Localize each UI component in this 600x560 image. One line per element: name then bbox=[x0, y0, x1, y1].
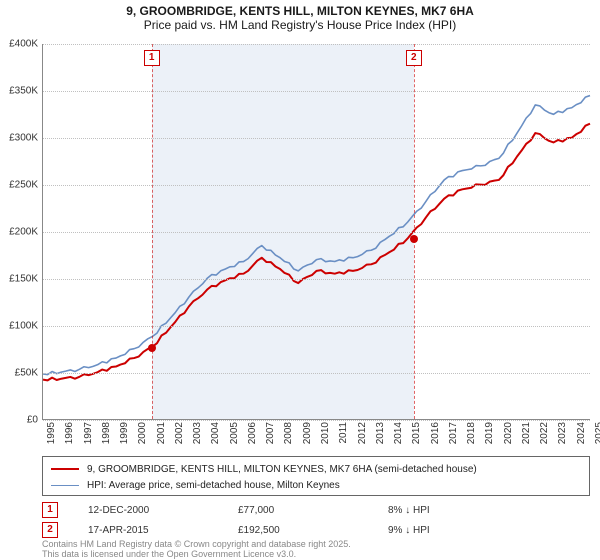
gridline-h bbox=[43, 373, 590, 374]
gridline-h bbox=[43, 279, 590, 280]
y-axis-label: £200K bbox=[0, 227, 38, 238]
y-axis-label: £250K bbox=[0, 180, 38, 191]
gridline-h bbox=[43, 232, 590, 233]
x-axis-label: 2003 bbox=[192, 422, 203, 444]
sale-point-dot bbox=[410, 235, 418, 243]
x-axis-label: 2018 bbox=[466, 422, 477, 444]
x-axis-label: 2004 bbox=[210, 422, 221, 444]
sales-date-2: 17-APR-2015 bbox=[88, 525, 238, 536]
x-axis-label: 2005 bbox=[229, 422, 240, 444]
title-subtitle: Price paid vs. HM Land Registry's House … bbox=[0, 18, 600, 32]
x-axis-label: 1999 bbox=[119, 422, 130, 444]
series-line-property bbox=[43, 124, 590, 381]
marker-badge: 2 bbox=[406, 50, 422, 66]
x-axis-label: 2021 bbox=[521, 422, 532, 444]
footer-line1: Contains HM Land Registry data © Crown c… bbox=[42, 539, 351, 549]
sales-price-1: £77,000 bbox=[238, 505, 388, 516]
footer-attribution: Contains HM Land Registry data © Crown c… bbox=[42, 540, 351, 560]
sales-row-1: 1 12-DEC-2000 £77,000 8% ↓ HPI bbox=[42, 500, 590, 520]
y-axis-label: £150K bbox=[0, 274, 38, 285]
x-axis-label: 2020 bbox=[503, 422, 514, 444]
gridline-h bbox=[43, 326, 590, 327]
chart-container: 9, GROOMBRIDGE, KENTS HILL, MILTON KEYNE… bbox=[0, 0, 600, 560]
legend-swatch-property bbox=[51, 468, 79, 470]
x-axis-label: 2016 bbox=[430, 422, 441, 444]
sales-delta-1: 8% ↓ HPI bbox=[388, 505, 538, 516]
x-axis-label: 2010 bbox=[320, 422, 331, 444]
gridline-h bbox=[43, 138, 590, 139]
x-axis-label: 1997 bbox=[83, 422, 94, 444]
x-axis-label: 2025 bbox=[594, 422, 600, 444]
sales-delta-2: 9% ↓ HPI bbox=[388, 525, 538, 536]
sales-badge-2: 2 bbox=[42, 522, 58, 538]
x-axis-label: 2002 bbox=[174, 422, 185, 444]
x-axis-label: 2013 bbox=[375, 422, 386, 444]
legend-row-property: 9, GROOMBRIDGE, KENTS HILL, MILTON KEYNE… bbox=[51, 461, 581, 477]
x-axis-label: 2000 bbox=[137, 422, 148, 444]
y-axis-label: £350K bbox=[0, 86, 38, 97]
x-axis-label: 2024 bbox=[576, 422, 587, 444]
x-axis-label: 2006 bbox=[247, 422, 258, 444]
y-axis-label: £0 bbox=[0, 415, 38, 426]
title-address: 9, GROOMBRIDGE, KENTS HILL, MILTON KEYNE… bbox=[0, 4, 600, 18]
x-axis-label: 2009 bbox=[302, 422, 313, 444]
gridline-h bbox=[43, 185, 590, 186]
marker-vline bbox=[152, 44, 153, 419]
y-axis-label: £400K bbox=[0, 39, 38, 50]
chart-plot-area: £0£50K£100K£150K£200K£250K£300K£350K£400… bbox=[42, 44, 590, 420]
x-axis-label: 1996 bbox=[64, 422, 75, 444]
x-axis-label: 2023 bbox=[557, 422, 568, 444]
gridline-h bbox=[43, 420, 590, 421]
footer-line2: This data is licensed under the Open Gov… bbox=[42, 549, 296, 559]
legend-label-property: 9, GROOMBRIDGE, KENTS HILL, MILTON KEYNE… bbox=[87, 464, 477, 475]
sale-point-dot bbox=[148, 344, 156, 352]
sales-price-2: £192,500 bbox=[238, 525, 388, 536]
x-axis-label: 2011 bbox=[338, 422, 349, 444]
x-axis-label: 2022 bbox=[539, 422, 550, 444]
x-axis-label: 2007 bbox=[265, 422, 276, 444]
sales-row-2: 2 17-APR-2015 £192,500 9% ↓ HPI bbox=[42, 520, 590, 540]
marker-badge: 1 bbox=[144, 50, 160, 66]
title-block: 9, GROOMBRIDGE, KENTS HILL, MILTON KEYNE… bbox=[0, 0, 600, 34]
sales-table: 1 12-DEC-2000 £77,000 8% ↓ HPI 2 17-APR-… bbox=[42, 500, 590, 540]
gridline-h bbox=[43, 44, 590, 45]
legend-swatch-hpi bbox=[51, 485, 79, 486]
y-axis-label: £50K bbox=[0, 368, 38, 379]
marker-vline bbox=[414, 44, 415, 419]
sales-badge-1: 1 bbox=[42, 502, 58, 518]
x-axis-label: 2008 bbox=[283, 422, 294, 444]
y-axis-label: £300K bbox=[0, 133, 38, 144]
x-axis-label: 2017 bbox=[448, 422, 459, 444]
y-axis-label: £100K bbox=[0, 321, 38, 332]
x-axis-label: 2014 bbox=[393, 422, 404, 444]
legend-label-hpi: HPI: Average price, semi-detached house,… bbox=[87, 480, 340, 491]
sales-date-1: 12-DEC-2000 bbox=[88, 505, 238, 516]
x-axis-label: 1998 bbox=[101, 422, 112, 444]
x-axis-label: 2015 bbox=[411, 422, 422, 444]
legend-box: 9, GROOMBRIDGE, KENTS HILL, MILTON KEYNE… bbox=[42, 456, 590, 496]
x-axis-label: 2001 bbox=[156, 422, 167, 444]
gridline-h bbox=[43, 91, 590, 92]
legend-row-hpi: HPI: Average price, semi-detached house,… bbox=[51, 477, 581, 493]
x-axis-label: 1995 bbox=[46, 422, 57, 444]
x-axis-label: 2019 bbox=[484, 422, 495, 444]
x-axis-label: 2012 bbox=[357, 422, 368, 444]
